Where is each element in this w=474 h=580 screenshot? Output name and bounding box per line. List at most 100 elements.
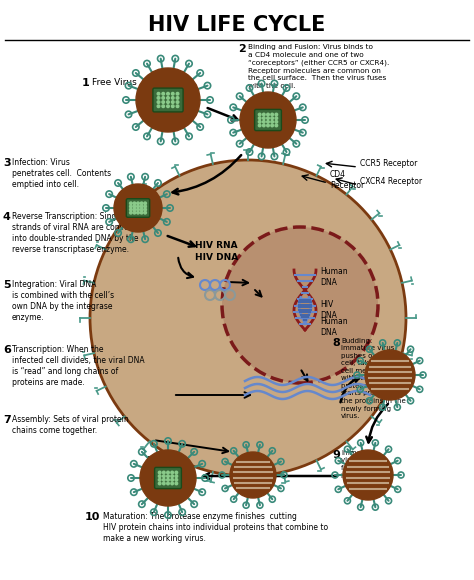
Circle shape <box>137 202 139 205</box>
Circle shape <box>157 92 160 95</box>
Text: Free Virus: Free Virus <box>92 78 137 87</box>
Circle shape <box>167 471 169 474</box>
Text: 4: 4 <box>3 212 11 222</box>
Circle shape <box>263 121 265 123</box>
Circle shape <box>171 471 173 474</box>
Circle shape <box>163 478 165 481</box>
Circle shape <box>240 92 296 148</box>
Circle shape <box>167 478 169 481</box>
Text: Integration: Viral DNA
is combined with the cell’s
own DNA by the integrase
enzy: Integration: Viral DNA is combined with … <box>12 280 114 322</box>
Circle shape <box>271 124 273 127</box>
Circle shape <box>129 208 132 211</box>
Text: 10: 10 <box>85 512 100 522</box>
Circle shape <box>175 478 178 481</box>
Circle shape <box>258 117 261 119</box>
Circle shape <box>167 105 169 107</box>
Text: Assembly: Sets of viral protein
chains come together.: Assembly: Sets of viral protein chains c… <box>12 415 129 435</box>
Text: CXCR4 Receptor: CXCR4 Receptor <box>360 177 422 187</box>
Circle shape <box>162 92 164 95</box>
Circle shape <box>133 205 136 208</box>
Circle shape <box>222 227 378 383</box>
Circle shape <box>258 124 261 127</box>
Circle shape <box>175 475 178 477</box>
Text: 2: 2 <box>238 44 246 54</box>
Circle shape <box>263 113 265 116</box>
Circle shape <box>275 117 278 119</box>
Circle shape <box>171 478 173 481</box>
Circle shape <box>365 350 415 400</box>
Circle shape <box>144 211 146 214</box>
Circle shape <box>140 208 143 211</box>
Circle shape <box>137 211 139 214</box>
Circle shape <box>172 97 174 99</box>
Circle shape <box>167 101 169 103</box>
Circle shape <box>275 121 278 123</box>
Text: 5: 5 <box>3 280 10 290</box>
FancyBboxPatch shape <box>126 199 150 218</box>
Circle shape <box>137 205 139 208</box>
Text: Infection: Virus
penetrates cell.  Contents
emptied into cell.: Infection: Virus penetrates cell. Conten… <box>12 158 111 189</box>
Circle shape <box>158 475 161 477</box>
Circle shape <box>144 205 146 208</box>
Circle shape <box>263 117 265 119</box>
Text: Maturation: The protease enzyme finishes  cutting
HIV protein chains into indivi: Maturation: The protease enzyme finishes… <box>103 512 328 543</box>
Circle shape <box>258 113 261 116</box>
Circle shape <box>275 124 278 127</box>
Circle shape <box>175 471 178 474</box>
Circle shape <box>129 211 132 214</box>
Circle shape <box>136 68 200 132</box>
Text: Human
DNA: Human DNA <box>320 267 347 287</box>
Circle shape <box>176 92 179 95</box>
Circle shape <box>275 113 278 116</box>
Text: 6: 6 <box>3 345 11 355</box>
Text: Immature
virus breaks
free of the
infected cell.: Immature virus breaks free of the infect… <box>341 450 386 478</box>
Circle shape <box>271 121 273 123</box>
Circle shape <box>133 211 136 214</box>
Circle shape <box>267 121 269 123</box>
Circle shape <box>129 202 132 205</box>
Circle shape <box>167 475 169 477</box>
Circle shape <box>172 92 174 95</box>
Circle shape <box>140 202 143 205</box>
Text: Binding and Fusion: Virus binds to
a CD4 molecule and one of two
“coreceptors” (: Binding and Fusion: Virus binds to a CD4… <box>248 44 389 89</box>
Text: CD4
Receptor: CD4 Receptor <box>330 171 364 190</box>
Circle shape <box>144 202 146 205</box>
Circle shape <box>140 211 143 214</box>
Circle shape <box>163 471 165 474</box>
Circle shape <box>176 105 179 107</box>
Circle shape <box>129 205 132 208</box>
Circle shape <box>263 124 265 127</box>
Circle shape <box>343 450 393 500</box>
FancyBboxPatch shape <box>153 88 183 112</box>
Text: 3: 3 <box>3 158 10 168</box>
Circle shape <box>267 124 269 127</box>
Circle shape <box>163 475 165 477</box>
Circle shape <box>167 92 169 95</box>
Text: HIV LIFE CYCLE: HIV LIFE CYCLE <box>148 15 326 35</box>
Circle shape <box>172 101 174 103</box>
Circle shape <box>167 482 169 485</box>
Text: Transcription: When the
infected cell divides, the viral DNA
is “read” and long : Transcription: When the infected cell di… <box>12 345 145 387</box>
Text: 1: 1 <box>82 78 90 88</box>
Circle shape <box>114 184 162 232</box>
Circle shape <box>167 97 169 99</box>
Circle shape <box>133 208 136 211</box>
Text: HIV DNA: HIV DNA <box>195 253 238 262</box>
Circle shape <box>144 208 146 211</box>
Circle shape <box>157 97 160 99</box>
Circle shape <box>171 482 173 485</box>
Circle shape <box>271 117 273 119</box>
Circle shape <box>176 101 179 103</box>
Circle shape <box>137 208 139 211</box>
Circle shape <box>157 101 160 103</box>
Text: Budding:
Immature virus
pushes out of the
cell, taking some
cell membrane
with i: Budding: Immature virus pushes out of th… <box>341 338 406 419</box>
Circle shape <box>162 101 164 103</box>
Circle shape <box>258 121 261 123</box>
Circle shape <box>176 97 179 99</box>
Circle shape <box>140 205 143 208</box>
Circle shape <box>230 452 276 498</box>
Circle shape <box>162 105 164 107</box>
Text: HIV
DNA: HIV DNA <box>320 300 337 320</box>
Circle shape <box>163 482 165 485</box>
Text: CCR5 Receptor: CCR5 Receptor <box>360 158 418 168</box>
